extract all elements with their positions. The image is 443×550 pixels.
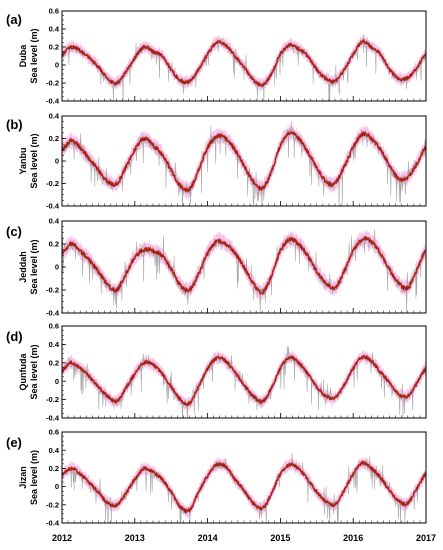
y-tick-label: 0.2 xyxy=(49,464,59,473)
y-tick-label: -0.4 xyxy=(46,202,60,211)
y-tick-label: 0.4 xyxy=(49,217,60,226)
plot-area xyxy=(62,229,426,313)
plot-area xyxy=(62,452,426,523)
x-tick-label: 2017 xyxy=(416,533,436,543)
y-tick-label: -0.2 xyxy=(46,179,59,188)
station-label: Jeddah xyxy=(18,251,28,283)
y-tick-label: 0.4 xyxy=(49,446,60,455)
station-label: Qunfuda xyxy=(18,353,28,391)
y-axis-label: Sea level (m) xyxy=(29,450,39,505)
panel-letter: (c) xyxy=(6,224,22,239)
panel-letter: (d) xyxy=(6,329,23,344)
panels-group: 0.60.40.20-0.2-0.4(a)Duba Sea level (m)0.… xyxy=(6,7,427,528)
panel-jeddah: 0.4 0.2 0 -0.2 -0.4 (c) Jeddah Sea level (m) xyxy=(6,217,427,318)
y-tick-label: 0.2 xyxy=(49,43,59,52)
panel-letter: (b) xyxy=(6,117,23,132)
y-tick-label: 0 xyxy=(55,482,59,491)
x-tick-label: 2012 xyxy=(52,533,72,543)
model-inner-series xyxy=(62,39,426,87)
plot-area xyxy=(62,33,426,101)
model-inner-series xyxy=(62,237,426,296)
observed-series xyxy=(62,33,426,101)
y-axis-label: Sea level (m) xyxy=(29,133,39,188)
x-tick-label: 2013 xyxy=(125,533,145,543)
shared-x-axis: 2012 2013 2014 2015 2016 2017 xyxy=(52,533,436,543)
y-tick-label: 0 xyxy=(55,157,59,166)
model-inner-series xyxy=(62,132,426,193)
y-tick-label: 0 xyxy=(55,377,59,386)
y-tick-label: 0 xyxy=(55,61,59,70)
x-tick-label: 2016 xyxy=(343,533,363,543)
station-label: Yanbu xyxy=(18,147,28,174)
y-axis-label: Sea level (m) xyxy=(29,239,39,294)
y-tick-label: 0.2 xyxy=(49,240,59,249)
y-tick-label: -0.2 xyxy=(46,286,59,295)
panel-duba: 0.6 0.4 0.2 0 -0.2 -0.4 (a) Duba Sea level (m) xyxy=(6,7,427,106)
y-axis-label: Sea level (m) xyxy=(29,28,39,83)
model-inner-series xyxy=(62,461,426,513)
y-tick-label: 0 xyxy=(55,263,59,272)
y-tick-label: -0.4 xyxy=(46,97,60,106)
y-tick-label: 0.6 xyxy=(49,322,59,331)
y-tick-label: 0.6 xyxy=(49,7,59,16)
y-tick-label: 0.4 xyxy=(49,112,60,121)
station-label: Jizan xyxy=(18,466,28,489)
y-tick-label: 0.4 xyxy=(49,25,60,34)
panel-yanbu: 0.4 0.2 0 -0.2 -0.4 (b) Yanbu Sea level (m) xyxy=(6,112,427,211)
panel-letter: (e) xyxy=(6,435,22,450)
y-tick-label: -0.2 xyxy=(46,395,59,404)
panel-jizan: 0.6 0.4 0.2 0 -0.2 -0.4 (e) Jizan Sea level (m) xyxy=(6,428,427,528)
station-label: Duba xyxy=(18,44,28,67)
y-axis-label: Sea level (m) xyxy=(29,344,39,399)
x-tick-label: 2015 xyxy=(270,533,290,543)
y-tick-label: 0.6 xyxy=(49,428,59,437)
plot-area xyxy=(62,121,426,206)
plot-area xyxy=(62,345,426,418)
panel-qunfuda: 0.6 0.4 0.2 0 -0.2 -0.4 (d) Qunfuda Sea level (m… xyxy=(6,322,427,423)
y-tick-label: -0.2 xyxy=(46,500,59,509)
model-inner-series xyxy=(62,355,426,407)
y-tick-label: 0.2 xyxy=(49,134,59,143)
panel-letter: (a) xyxy=(6,12,22,27)
y-tick-label: -0.4 xyxy=(46,519,60,528)
y-tick-label: -0.2 xyxy=(46,79,59,88)
y-tick-label: -0.4 xyxy=(46,414,60,423)
y-tick-label: 0.2 xyxy=(49,358,59,367)
x-tick-label: 2014 xyxy=(198,533,218,543)
envelope-band xyxy=(62,34,426,93)
y-tick-label: -0.4 xyxy=(46,309,60,318)
y-tick-label: 0.4 xyxy=(49,340,60,349)
